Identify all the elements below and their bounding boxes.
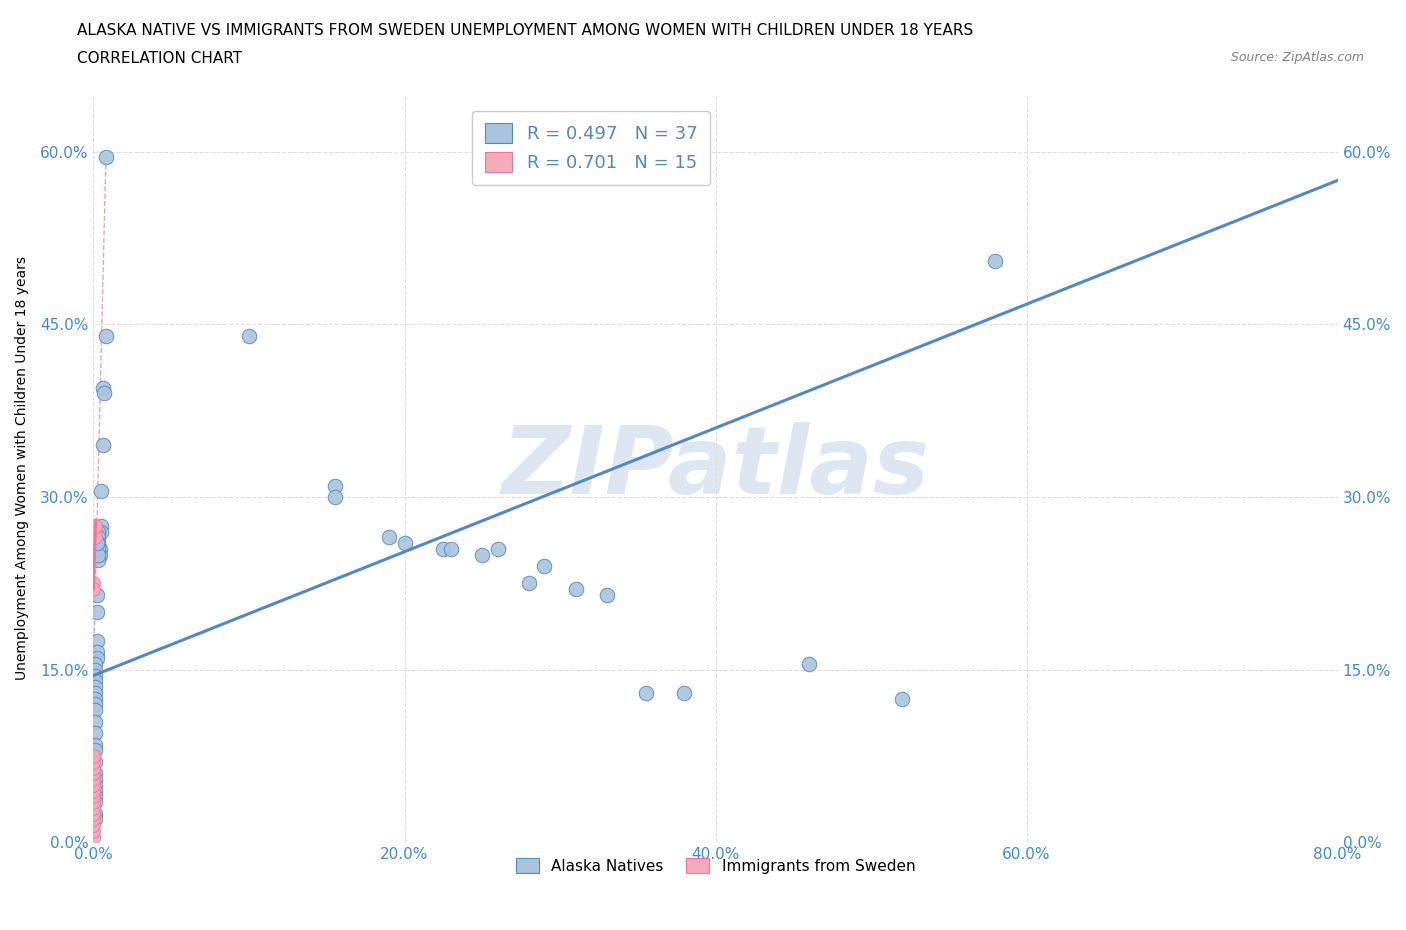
- Point: [323, 489, 346, 504]
- Point: [82, 817, 104, 832]
- Point: [84, 657, 107, 671]
- Point: [82, 801, 104, 816]
- Point: [378, 530, 401, 545]
- Text: CORRELATION CHART: CORRELATION CHART: [77, 51, 242, 66]
- Point: [90, 525, 112, 539]
- Point: [86, 633, 108, 648]
- Point: [84, 777, 107, 792]
- Point: [84, 530, 107, 545]
- Point: [84, 783, 107, 798]
- Point: [93, 386, 115, 401]
- Point: [87, 536, 110, 551]
- Point: [596, 588, 619, 603]
- Point: [84, 795, 107, 810]
- Point: [82, 576, 104, 591]
- Point: [87, 525, 110, 539]
- Point: [82, 789, 104, 804]
- Point: [84, 668, 107, 683]
- Point: [673, 685, 696, 700]
- Point: [323, 478, 346, 493]
- Point: [86, 588, 108, 603]
- Point: [84, 737, 107, 752]
- Text: ALASKA NATIVE VS IMMIGRANTS FROM SWEDEN UNEMPLOYMENT AMONG WOMEN WITH CHILDREN U: ALASKA NATIVE VS IMMIGRANTS FROM SWEDEN …: [77, 23, 973, 38]
- Point: [89, 541, 111, 556]
- Point: [486, 541, 509, 556]
- Point: [84, 691, 107, 706]
- Y-axis label: Unemployment Among Women with Children Under 18 years: Unemployment Among Women with Children U…: [15, 257, 30, 680]
- Point: [84, 766, 107, 781]
- Point: [90, 484, 112, 498]
- Point: [517, 576, 540, 591]
- Point: [94, 150, 117, 165]
- Point: [82, 777, 104, 792]
- Legend: Alaska Natives, Immigrants from Sweden: Alaska Natives, Immigrants from Sweden: [510, 852, 921, 880]
- Point: [82, 830, 104, 844]
- Point: [90, 518, 112, 533]
- Text: Source: ZipAtlas.com: Source: ZipAtlas.com: [1230, 51, 1364, 64]
- Point: [471, 547, 494, 562]
- Point: [82, 824, 104, 839]
- Point: [94, 328, 117, 343]
- Point: [84, 680, 107, 695]
- Point: [84, 812, 107, 827]
- Point: [84, 754, 107, 769]
- Point: [84, 697, 107, 711]
- Point: [82, 806, 104, 821]
- Point: [984, 254, 1007, 269]
- Point: [84, 725, 107, 740]
- Point: [238, 328, 260, 343]
- Point: [533, 559, 555, 574]
- Point: [84, 662, 107, 677]
- Point: [394, 536, 416, 551]
- Point: [84, 743, 107, 758]
- Point: [87, 530, 110, 545]
- Text: ZIPatlas: ZIPatlas: [502, 422, 929, 514]
- Point: [91, 438, 114, 453]
- Point: [82, 766, 104, 781]
- Point: [82, 783, 104, 798]
- Point: [86, 645, 108, 660]
- Point: [86, 651, 108, 666]
- Point: [86, 536, 108, 551]
- Point: [84, 685, 107, 700]
- Point: [87, 541, 110, 556]
- Point: [84, 789, 107, 804]
- Point: [440, 541, 463, 556]
- Point: [82, 749, 104, 764]
- Point: [82, 772, 104, 787]
- Point: [84, 518, 107, 533]
- Point: [84, 806, 107, 821]
- Point: [82, 754, 104, 769]
- Point: [84, 772, 107, 787]
- Point: [82, 812, 104, 827]
- Point: [564, 582, 586, 597]
- Point: [87, 547, 110, 562]
- Point: [89, 547, 111, 562]
- Point: [432, 541, 454, 556]
- Point: [84, 703, 107, 718]
- Point: [82, 582, 104, 597]
- Point: [797, 657, 820, 671]
- Point: [634, 685, 657, 700]
- Point: [82, 795, 104, 810]
- Point: [891, 691, 914, 706]
- Point: [82, 760, 104, 775]
- Point: [87, 553, 110, 568]
- Point: [91, 380, 114, 395]
- Point: [84, 674, 107, 689]
- Point: [86, 604, 108, 619]
- Point: [84, 714, 107, 729]
